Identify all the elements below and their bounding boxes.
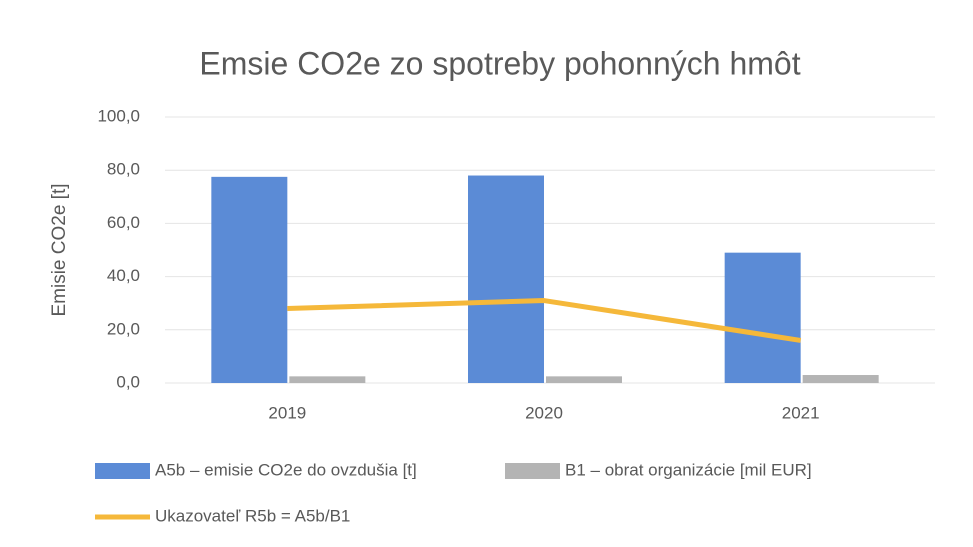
- bar: [211, 176, 288, 383]
- bar: [546, 376, 622, 383]
- bar: [468, 175, 544, 383]
- x-tick-label: 2021: [782, 403, 820, 422]
- y-tick-label: 40,0: [107, 266, 140, 285]
- bar: [802, 375, 879, 383]
- x-tick-label: 2019: [268, 403, 306, 422]
- legend-label: Ukazovateľ R5b = A5b/B1: [155, 506, 350, 525]
- y-tick-label: 20,0: [107, 319, 140, 338]
- x-tick-label: 2020: [525, 403, 563, 422]
- legend-label: A5b – emisie CO2e do ovzdušia [t]: [155, 460, 417, 479]
- y-axis-label: Emisie CO2e [t]: [49, 183, 70, 316]
- chart-title: Emsie CO2e zo spotreby pohonných hmôt: [199, 45, 800, 81]
- y-tick-label: 0,0: [116, 372, 140, 391]
- y-tick-label: 100,0: [97, 106, 140, 125]
- legend-label: B1 – obrat organizácie [mil EUR]: [565, 460, 812, 479]
- y-tick-label: 60,0: [107, 213, 140, 232]
- y-tick-label: 80,0: [107, 160, 140, 179]
- bar: [289, 376, 366, 383]
- legend-swatch: [505, 463, 560, 479]
- line: [287, 298, 802, 343]
- legend-swatch: [95, 463, 150, 479]
- bar: [724, 252, 801, 383]
